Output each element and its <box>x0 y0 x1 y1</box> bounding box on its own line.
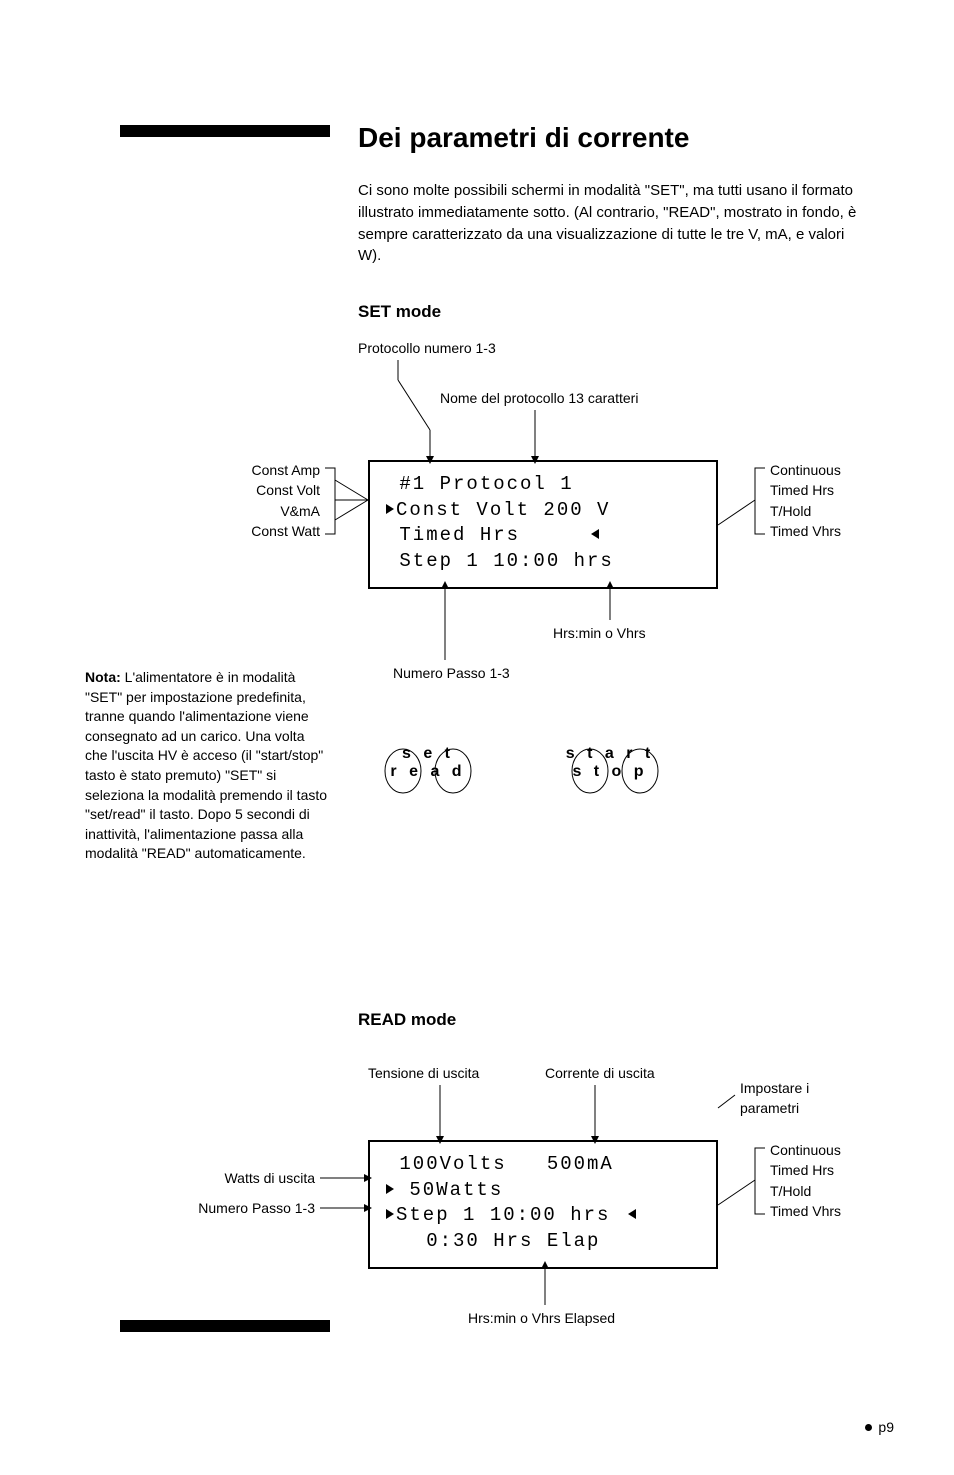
note-bold: Nota: <box>85 669 121 685</box>
bullet-icon <box>865 1424 872 1431</box>
intro-paragraph: Ci sono molte possibili schermi in modal… <box>358 180 858 267</box>
lcd-line: Step 1 10:00 hrs <box>386 550 614 572</box>
arrow-left-icon <box>628 1209 636 1219</box>
voltage-label: Tensione di uscita <box>368 1065 479 1081</box>
note-paragraph: Nota: L'alimentatore è in modalità "SET"… <box>85 668 330 864</box>
right-mode-item: Timed Vhrs <box>770 1201 841 1221</box>
left-mode-item: Const Watt <box>210 521 320 541</box>
set-params-label-1: Impostare i <box>740 1080 809 1096</box>
right-mode-item: Timed Hrs <box>770 480 841 500</box>
read-mode-heading: READ mode <box>358 1010 456 1030</box>
key-label-top: s t a r t <box>555 745 665 763</box>
key-label-bottom: r e a d <box>383 763 473 781</box>
set-mode-heading: SET mode <box>358 302 441 322</box>
cursor-icon <box>386 1184 394 1194</box>
arrow-left-icon <box>591 529 599 539</box>
step-read-label: Numero Passo 1-3 <box>155 1200 315 1216</box>
lcd-line: Timed Hrs <box>386 524 520 546</box>
lcd-line: Step 1 10:00 hrs <box>396 1204 610 1226</box>
right-mode-item: Timed Vhrs <box>770 521 841 541</box>
current-label: Corrente di uscita <box>545 1065 655 1081</box>
left-mode-item: Const Volt <box>210 480 320 500</box>
right-mode-item: Continuous <box>770 1140 841 1160</box>
right-mode-item: T/Hold <box>770 1181 841 1201</box>
header-bar <box>120 125 330 137</box>
lcd-line: 0:30 Hrs Elap <box>386 1230 600 1252</box>
page-number-text: p9 <box>878 1419 894 1435</box>
watts-label: Watts di uscita <box>185 1170 315 1186</box>
start-stop-key: s t a r t s t o p <box>555 745 665 795</box>
set-lcd-display: #1 Protocol 1 Const Volt 200 V Timed Hrs… <box>368 460 718 589</box>
note-body: L'alimentatore è in modalità "SET" per i… <box>85 669 327 861</box>
cursor-icon <box>386 504 394 514</box>
key-label-bottom: s t o p <box>555 763 665 781</box>
read-lcd-display: 100Volts 500mA 50Watts Step 1 10:00 hrs … <box>368 1140 718 1269</box>
right-mode-item: T/Hold <box>770 501 841 521</box>
step-label: Numero Passo 1-3 <box>393 665 510 681</box>
set-read-key: s e t r e a d <box>383 745 473 795</box>
hrs-label: Hrs:min o Vhrs <box>553 625 646 641</box>
page-title: Dei parametri di corrente <box>358 122 689 154</box>
set-params-label-2: parametri <box>740 1100 799 1116</box>
left-mode-item: V&mA <box>210 501 320 521</box>
lcd-line: Const Volt 200 V <box>396 499 610 521</box>
page-number: p9 <box>865 1419 894 1435</box>
lcd-line: 100Volts 500mA <box>386 1153 614 1175</box>
protocol-number-label: Protocollo numero 1-3 <box>358 340 496 356</box>
footer-bar <box>120 1320 330 1332</box>
lcd-line: 50Watts <box>396 1179 503 1201</box>
left-mode-item: Const Amp <box>210 460 320 480</box>
elapsed-label: Hrs:min o Vhrs Elapsed <box>468 1310 615 1326</box>
cursor-icon <box>386 1209 394 1219</box>
right-mode-item: Timed Hrs <box>770 1160 841 1180</box>
protocol-name-label: Nome del protocollo 13 caratteri <box>440 390 638 406</box>
lcd-line: #1 Protocol 1 <box>386 473 574 495</box>
key-label-top: s e t <box>383 745 473 763</box>
right-mode-item: Continuous <box>770 460 841 480</box>
